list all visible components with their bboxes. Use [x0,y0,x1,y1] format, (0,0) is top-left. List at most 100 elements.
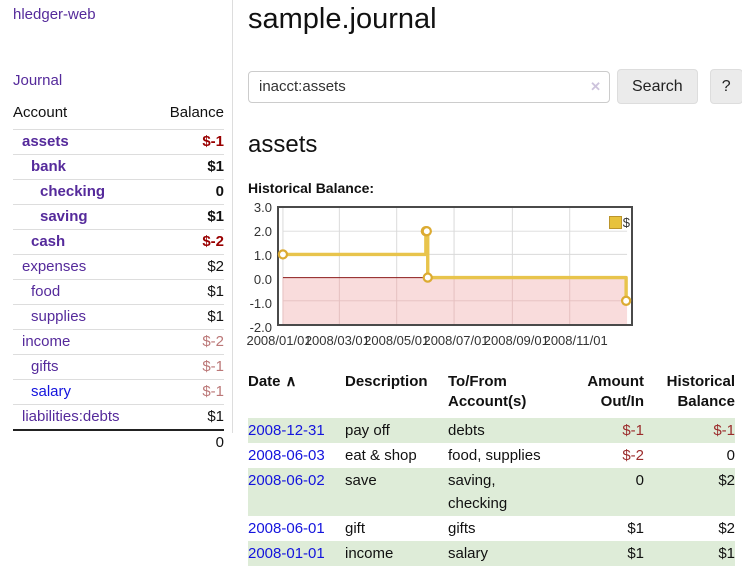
transaction-date-link[interactable]: 2008-06-02 [248,471,325,489]
account-balance: $2 [152,254,224,280]
account-balance: $1 [152,204,224,230]
transaction-balance: $-1 [713,421,735,439]
y-tick-label: -1.0 [249,295,272,311]
register-row: 2008-01-01 income salary $1 $1 [248,540,735,566]
account-link[interactable]: supplies [31,308,87,325]
account-balance: 0 [152,179,224,205]
account-balance: $-2 [152,229,224,255]
register-header-to-from-account-s-: To/From Account(s) [448,372,527,410]
account-balance: $-1 [152,354,224,380]
y-tick-label: 0.0 [253,271,272,287]
transaction-description: income [345,544,394,562]
search-button[interactable]: Search [617,69,698,105]
account-heading: assets [248,131,318,159]
y-tick-label: 1.0 [253,247,272,263]
transaction-description: eat & shop [345,446,417,464]
account-link[interactable]: bank [31,158,67,175]
accounts-header-account: Account [13,104,68,121]
account-balance: $-1 [152,129,224,155]
transaction-date-link[interactable]: 2008-12-31 [248,421,325,439]
transaction-balance: $1 [718,544,735,562]
y-tick-label: 2.0 [253,223,272,239]
transaction-date-link[interactable]: 2008-06-03 [248,446,325,464]
x-tick-label: 2008/03/01 [304,332,370,348]
account-link[interactable]: assets [22,133,69,150]
transaction-date-link[interactable]: 2008-01-01 [248,544,325,562]
register-header-date[interactable]: Date ∧ [248,372,297,390]
transaction-amount: $1 [627,519,644,537]
account-balance: $1 [152,404,224,430]
transaction-accounts: salary [448,544,489,562]
account-row: gifts $-1 [13,354,224,380]
account-balance: $1 [152,304,224,330]
x-tick-label: 2008/07/01 [423,332,489,348]
accounts-header-row: Account Balance [13,104,224,130]
x-tick-label: 2008/09/01 [483,332,549,348]
register-header-row: Date ∧ Description To/From Account(s) Amount… [248,372,735,418]
account-row: checking 0 [13,179,224,205]
account-balance: $1 [152,154,224,180]
account-row: cash $-2 [13,229,224,255]
account-balance: $-2 [152,329,224,355]
transaction-accounts: gifts [448,519,476,537]
y-tick-label: -2.0 [249,319,272,335]
account-link[interactable]: income [22,333,71,350]
x-tick-label: 2008/01/01 [246,332,312,348]
transaction-description: pay off [345,421,390,439]
account-row: assets $-1 [13,129,224,155]
transaction-amount: $1 [627,544,644,562]
account-row: liabilities:debts $1 [13,404,224,430]
account-link[interactable]: cash [31,233,66,250]
search-form: ✕ Search ? [248,69,742,105]
transaction-amount: 0 [635,471,644,489]
sort-ascending-icon: ∧ [285,372,297,390]
account-row: saving $1 [13,204,224,230]
x-tick-label: 2008/11/01 [543,332,608,348]
account-link[interactable]: saving [40,208,88,225]
legend-swatch-icon [608,215,622,229]
account-link[interactable]: expenses [22,258,87,275]
accounts-total-value: 0 [152,429,224,454]
register-header-historical-balance: Historical Balance [666,372,735,410]
register-row: 2008-12-31 pay off debts $-1 $-1 [248,417,735,443]
search-input[interactable] [248,70,610,103]
account-row: salary $-1 [13,379,224,405]
chart-canvas[interactable] [277,205,633,326]
account-row: bank $1 [13,154,224,180]
account-row: expenses $2 [13,254,224,280]
account-link[interactable]: checking [40,183,106,200]
chart-legend: $ [608,214,630,230]
sidebar-item-journal[interactable]: Journal [13,72,63,89]
register-row: 2008-06-03 eat & shop food, supplies $-2… [248,443,735,468]
chart-title: Historical Balance: [248,179,375,196]
account-balance: $-1 [152,379,224,405]
transaction-accounts: debts [448,421,485,439]
clear-search-icon[interactable]: ✕ [590,78,601,94]
register-row: 2008-06-01 gift gifts $1 $2 [248,516,735,541]
transaction-description: gift [345,519,366,537]
account-balance: $1 [152,279,224,305]
account-row: food $1 [13,279,224,305]
transaction-accounts: saving, checking [448,471,508,512]
account-link[interactable]: salary [31,383,72,400]
app-title-link[interactable]: hledger-web [13,6,96,23]
transaction-date-link[interactable]: 2008-06-01 [248,519,325,537]
account-link[interactable]: food [31,283,61,300]
register-row: 2008-06-02 save saving, checking 0 $2 [248,467,735,516]
account-link[interactable]: gifts [31,358,59,375]
transaction-description: save [345,471,377,489]
account-row: income $-2 [13,329,224,355]
account-row: supplies $1 [13,304,224,330]
register-header-description: Description [345,372,428,390]
help-button[interactable]: ? [709,69,742,105]
register-table: Date ∧ Description To/From Account(s) Amount… [248,372,735,566]
account-link[interactable]: liabilities:debts [22,408,120,425]
chart-plot-area: $ [277,205,637,330]
legend-label: $ [622,214,630,230]
historical-balance-chart: 3.0 2.0 1.0 0.0 -1.0 -2.0 $ 2008/01/01 2008/03… [246,200,735,348]
search-input-wrap: ✕ [248,70,610,103]
transaction-amount: $-1 [622,421,644,439]
main-content: sample.journal ✕ Search ? assets Histori… [246,0,742,566]
chart-y-axis: 3.0 2.0 1.0 0.0 -1.0 -2.0 [248,200,275,334]
